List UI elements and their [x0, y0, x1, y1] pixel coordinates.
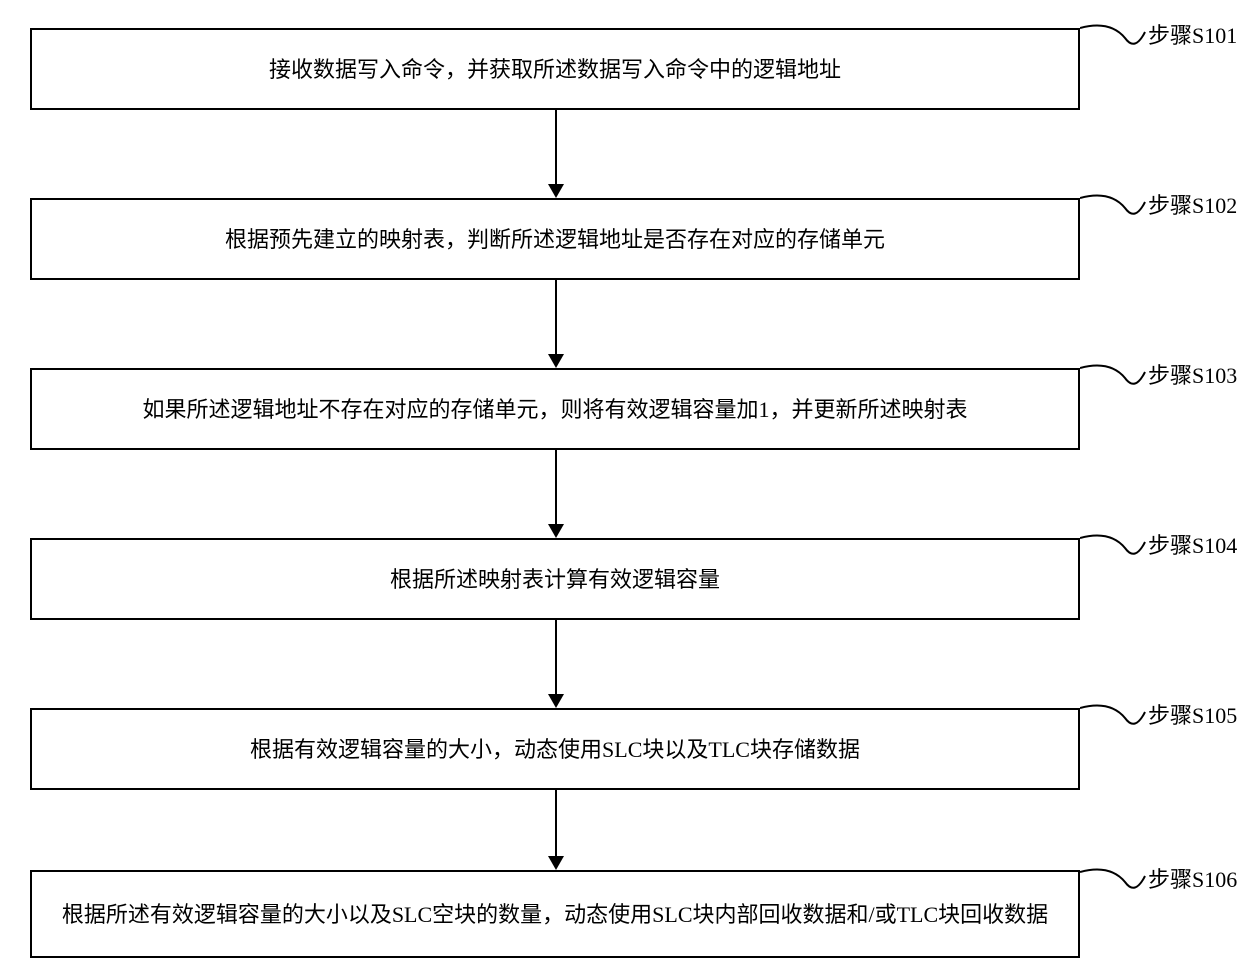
- arrow-s103-s104: [555, 450, 557, 524]
- step-label-s104: 步骤S104: [1148, 528, 1237, 560]
- arrow-head-icon: [548, 694, 564, 708]
- connector-s102: [1080, 190, 1148, 240]
- arrow-head-icon: [548, 524, 564, 538]
- arrow-s102-s103: [555, 280, 557, 354]
- step-label-s105: 步骤S105: [1148, 698, 1237, 730]
- connector-s103: [1080, 360, 1148, 410]
- step-label-s106: 步骤S106: [1148, 862, 1237, 894]
- connector-s106: [1080, 864, 1148, 914]
- step-label-s102: 步骤S102: [1148, 188, 1237, 220]
- step-text: 根据预先建立的映射表，判断所述逻辑地址是否存在对应的存储单元: [225, 223, 885, 256]
- arrow-head-icon: [548, 354, 564, 368]
- arrow-s101-s102: [555, 110, 557, 184]
- step-text: 根据有效逻辑容量的大小，动态使用SLC块以及TLC块存储数据: [250, 733, 860, 766]
- step-text: 接收数据写入命令，并获取所述数据写入命令中的逻辑地址: [269, 53, 841, 86]
- connector-s105: [1080, 700, 1148, 750]
- step-text: 根据所述有效逻辑容量的大小以及SLC空块的数量，动态使用SLC块内部回收数据和/…: [62, 898, 1048, 931]
- step-box-s101: 接收数据写入命令，并获取所述数据写入命令中的逻辑地址: [30, 28, 1080, 110]
- step-box-s104: 根据所述映射表计算有效逻辑容量: [30, 538, 1080, 620]
- arrow-head-icon: [548, 856, 564, 870]
- arrow-s105-s106: [555, 790, 557, 856]
- connector-s104: [1080, 530, 1148, 580]
- arrow-s104-s105: [555, 620, 557, 694]
- step-box-s106: 根据所述有效逻辑容量的大小以及SLC空块的数量，动态使用SLC块内部回收数据和/…: [30, 870, 1080, 958]
- arrow-head-icon: [548, 184, 564, 198]
- connector-s101: [1080, 20, 1148, 70]
- step-text: 根据所述映射表计算有效逻辑容量: [390, 563, 720, 596]
- step-text: 如果所述逻辑地址不存在对应的存储单元，则将有效逻辑容量加1，并更新所述映射表: [142, 393, 967, 426]
- step-label-s103: 步骤S103: [1148, 358, 1237, 390]
- step-box-s102: 根据预先建立的映射表，判断所述逻辑地址是否存在对应的存储单元: [30, 198, 1080, 280]
- step-box-s105: 根据有效逻辑容量的大小，动态使用SLC块以及TLC块存储数据: [30, 708, 1080, 790]
- step-box-s103: 如果所述逻辑地址不存在对应的存储单元，则将有效逻辑容量加1，并更新所述映射表: [30, 368, 1080, 450]
- flowchart-canvas: 接收数据写入命令，并获取所述数据写入命令中的逻辑地址 步骤S101 根据预先建立…: [0, 0, 1240, 970]
- step-label-s101: 步骤S101: [1148, 18, 1237, 50]
